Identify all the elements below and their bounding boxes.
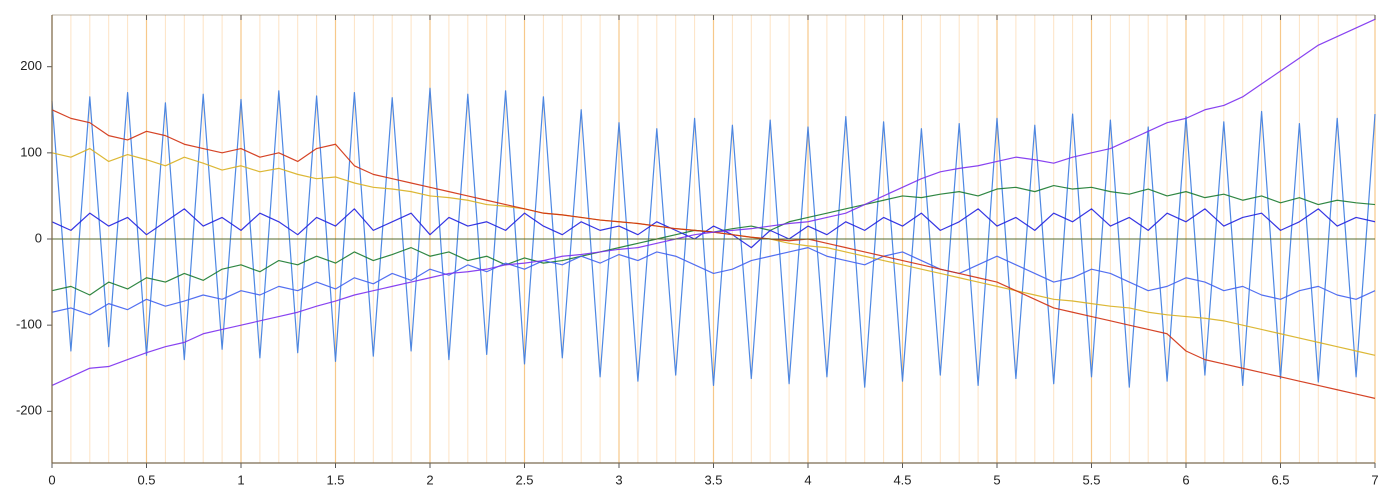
x-tick-label: 5 bbox=[993, 472, 1000, 487]
x-tick-label: 4.5 bbox=[893, 472, 911, 487]
x-tick-label: 3 bbox=[615, 472, 622, 487]
x-tick-label: 2.5 bbox=[515, 472, 533, 487]
y-tick-label: 0 bbox=[35, 230, 42, 245]
x-tick-label: 1 bbox=[237, 472, 244, 487]
x-tick-label: 2 bbox=[426, 472, 433, 487]
series-line bbox=[51, 87, 1376, 388]
y-tick-label: -200 bbox=[16, 403, 42, 418]
x-tick-label: 5.5 bbox=[1082, 472, 1100, 487]
y-tick-label: -100 bbox=[16, 317, 42, 332]
x-tick-label: 7 bbox=[1371, 472, 1378, 487]
x-tick-label: 4 bbox=[804, 472, 811, 487]
x-tick-label: 6 bbox=[1182, 472, 1189, 487]
y-tick-label: 100 bbox=[20, 144, 42, 159]
y-tick-label: 200 bbox=[20, 58, 42, 73]
x-tick-label: 6.5 bbox=[1271, 472, 1289, 487]
series-line bbox=[51, 208, 1376, 249]
series-line bbox=[51, 247, 1376, 316]
x-tick-label: 1.5 bbox=[326, 472, 344, 487]
x-tick-label: 3.5 bbox=[704, 472, 722, 487]
series-line bbox=[51, 18, 1376, 387]
x-tick-label: 0 bbox=[48, 472, 55, 487]
x-tick-label: 0.5 bbox=[137, 472, 155, 487]
